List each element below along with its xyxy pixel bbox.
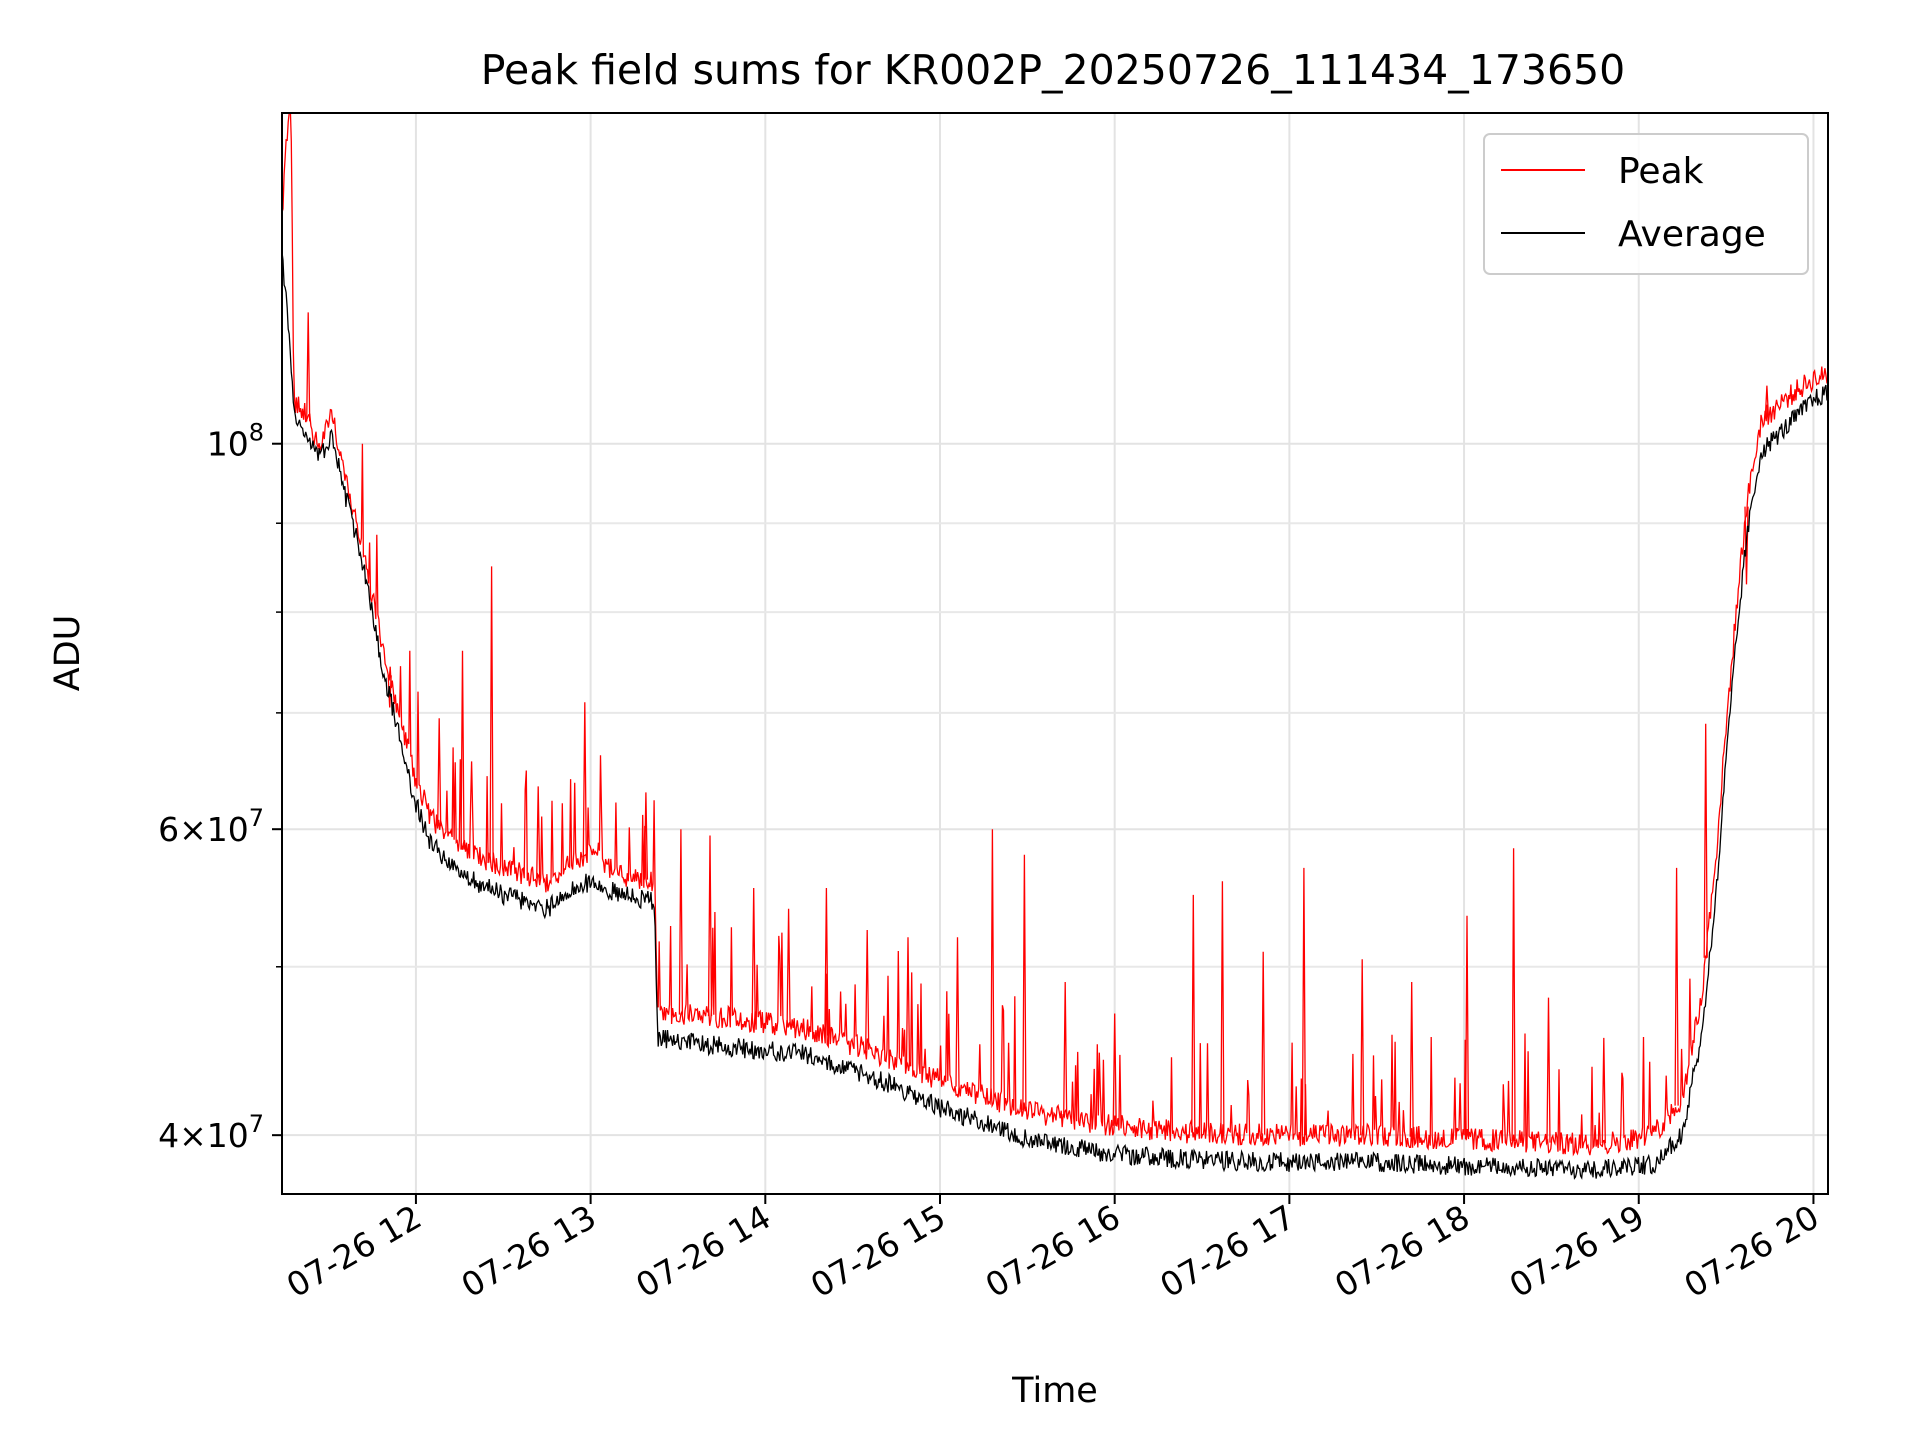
y-tick-exponent: 8: [249, 419, 264, 447]
y-tick-label: 6×107: [158, 804, 264, 849]
y-tick-power: 10: [207, 810, 249, 849]
peak-spike: [1546, 997, 1551, 1143]
x-axis-label: Time: [1011, 1371, 1098, 1411]
peak-spike: [1301, 867, 1307, 1136]
peak-spike: [536, 786, 541, 879]
y-axis-label: ADU: [48, 615, 88, 692]
y-tick-exponent: 7: [249, 804, 264, 832]
series-line-peak: [282, 113, 1828, 1157]
peak-spike: [824, 887, 829, 1036]
chart-title: Peak field sums for KR002P_20250726_1114…: [481, 46, 1626, 94]
peak-spike: [1703, 723, 1708, 958]
y-tick-exponent: 7: [249, 1110, 264, 1138]
legend-label-average: Average: [1618, 214, 1766, 255]
peak-spike: [1511, 848, 1516, 1142]
peak-spike: [1601, 1037, 1606, 1144]
grid: [282, 113, 1828, 1194]
series-group: [282, 113, 1828, 1180]
y-tick-power: 10: [207, 425, 249, 464]
legend: Peak Average: [1483, 133, 1809, 275]
peak-spike: [1112, 1013, 1117, 1126]
peak-spike: [1764, 385, 1770, 416]
y-tick-label: 4×107: [158, 1110, 264, 1155]
peak-spike: [1220, 881, 1225, 1134]
y-tick-base: 4: [158, 1116, 179, 1155]
peak-spike: [437, 718, 442, 827]
peak-spike: [387, 675, 392, 708]
peak-spike: [306, 312, 311, 422]
y-tick-mult: ×: [179, 1116, 207, 1155]
peak-spike: [489, 566, 494, 863]
plot-frame: [281, 112, 1829, 1195]
peak-spike: [643, 792, 649, 880]
peak-spike: [1464, 915, 1470, 1140]
legend-label-peak: Peak: [1618, 151, 1704, 192]
peak-spike: [990, 829, 995, 1099]
peak-spike: [955, 937, 960, 1087]
y-tick-base: 6: [158, 810, 179, 849]
y-tick-power: 10: [207, 1116, 249, 1155]
peak-spike: [678, 829, 684, 1015]
peak-spike: [1022, 854, 1027, 1111]
peak-spike: [865, 929, 870, 1050]
peak-spike: [707, 835, 713, 1017]
peak-spike: [1360, 959, 1365, 1136]
peak-spike: [460, 650, 465, 850]
peak-spike: [1191, 894, 1196, 1133]
peak-spike: [582, 702, 587, 858]
peak-spike: [786, 908, 791, 1027]
peak-spike: [905, 937, 911, 1067]
peak-spike: [1261, 951, 1266, 1135]
y-tick-label: 108: [207, 419, 264, 464]
peak-spike: [1674, 867, 1679, 1106]
peak-spike: [1409, 981, 1414, 1137]
peak-spike: [751, 887, 756, 1022]
series-line-average: [282, 252, 1828, 1180]
y-tick-mult: ×: [179, 810, 207, 849]
peak-spike: [1063, 981, 1068, 1118]
